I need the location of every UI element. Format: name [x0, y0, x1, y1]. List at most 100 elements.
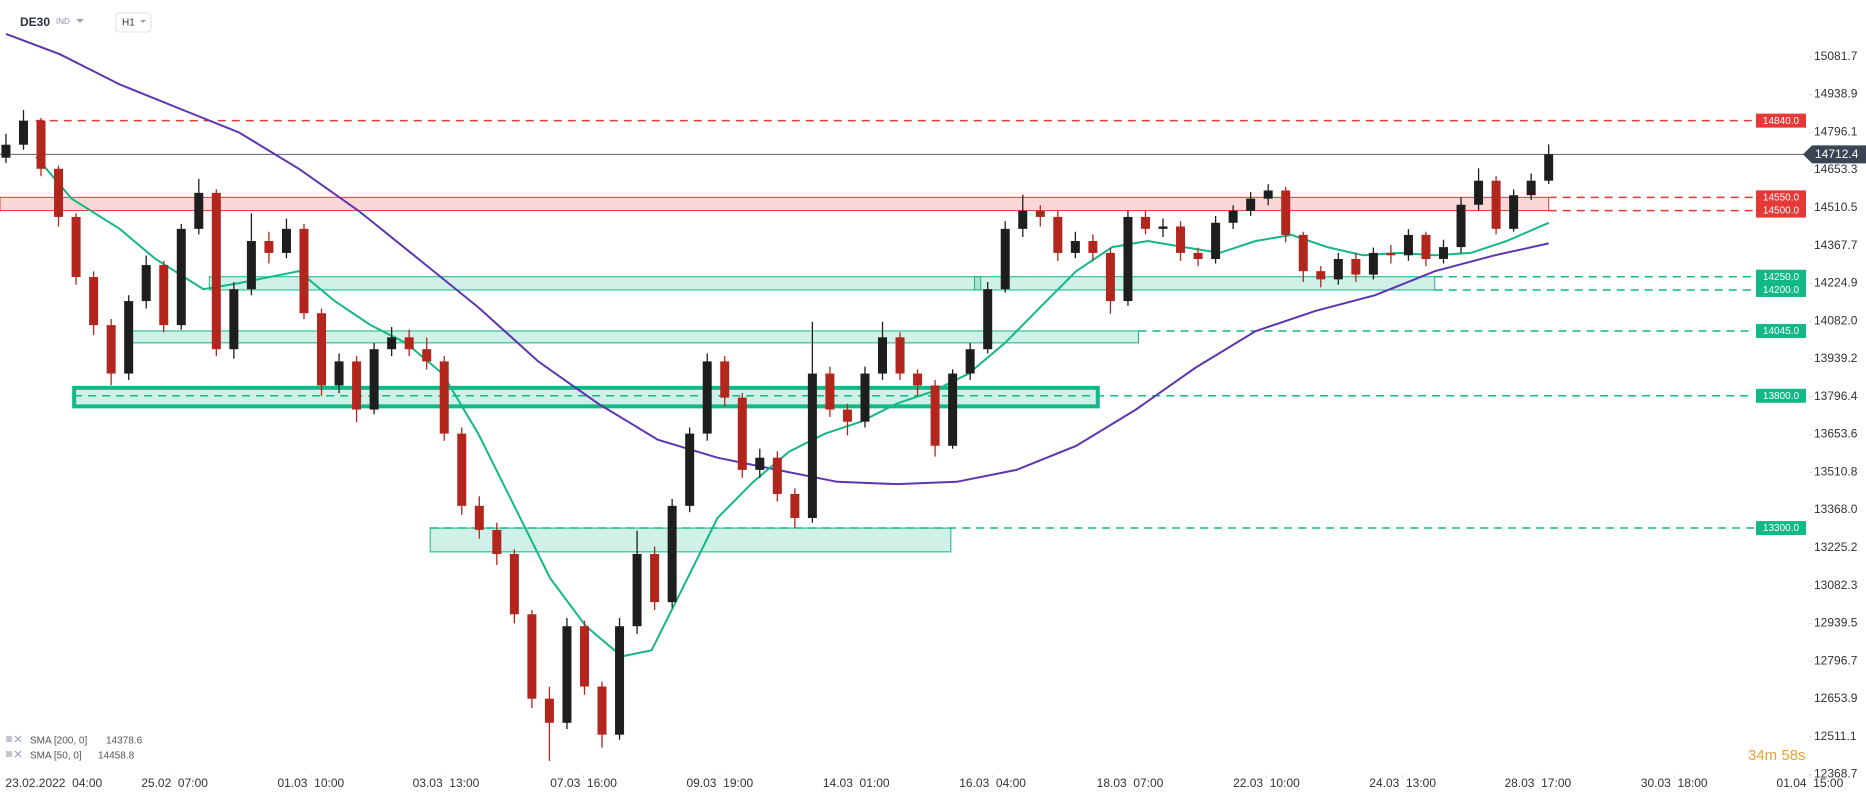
candle-body [1439, 247, 1449, 260]
y-tick-label: 12653.9 [1814, 691, 1858, 705]
levels: 14840.0 14550.0 14500.0 14250.0 14200.0 14045… [0, 113, 1866, 536]
candle-body [1211, 222, 1221, 260]
candle-body [983, 289, 993, 350]
legend-close[interactable] [14, 750, 22, 758]
y-tick-label: 13510.8 [1814, 464, 1858, 478]
candle-body [737, 397, 747, 470]
timeframe-caret [140, 20, 146, 23]
candle-body [895, 337, 905, 374]
current-price-label: 14712.4 [1815, 147, 1859, 161]
y-tick-label: 14653.3 [1814, 162, 1858, 176]
level-label: 14200.0 [1763, 285, 1800, 296]
candle-body [948, 373, 958, 446]
candle-body [124, 301, 134, 374]
candle-body [597, 686, 607, 735]
symbol[interactable]: DE30 [20, 15, 50, 29]
y-tick-label: 12939.5 [1814, 616, 1858, 630]
legend-value: 14458.8 [98, 751, 135, 762]
candle-body [352, 361, 362, 410]
axes: 15081.7 14938.9 14796.1 14653.3 14510.5 14367… [5, 49, 1857, 790]
candle-body [720, 361, 730, 398]
symbol-dropdown[interactable] [76, 19, 84, 23]
zone [208, 276, 982, 291]
timeframe[interactable]: H1 [122, 18, 135, 29]
level-label-box [1756, 113, 1806, 128]
legend-close[interactable] [14, 735, 22, 743]
current-price-box [1803, 145, 1866, 164]
legend-icon[interactable] [6, 736, 12, 742]
candle-body [176, 228, 186, 326]
x-tick-label: 01.03 10:00 [277, 776, 344, 790]
x-tick-label: 07.03 16:00 [550, 776, 617, 790]
candle-body [965, 349, 975, 374]
candle-body [1035, 210, 1045, 217]
candle-body [842, 409, 852, 422]
candle-body [1386, 252, 1396, 256]
header: DE30 IND H1 [20, 12, 152, 33]
candle-body [1281, 190, 1291, 235]
candle-body [387, 337, 397, 350]
candle-body [369, 349, 379, 410]
level-label: 14250.0 [1763, 272, 1800, 283]
level-label-box [1756, 323, 1806, 338]
x-tick-label: 01.04 15:00 [1777, 776, 1844, 790]
candle-body [807, 373, 817, 519]
candle-body [1298, 234, 1308, 272]
level-label: 14500.0 [1763, 206, 1800, 217]
level-label-box [1756, 190, 1806, 205]
candle-body [229, 289, 239, 350]
x-tick-label: 09.03 19:00 [686, 776, 753, 790]
candle-body [1, 144, 11, 158]
y-tick-label: 14224.9 [1814, 276, 1858, 290]
candle-body [702, 361, 712, 434]
sma-line [5, 32, 1549, 486]
candle-body [1105, 252, 1115, 302]
candle-body [71, 216, 81, 277]
legend-icon[interactable] [6, 751, 12, 757]
candle-body [1403, 234, 1413, 256]
y-tick-label: 12368.7 [1814, 767, 1858, 781]
candle-body [89, 276, 99, 326]
candle-body [509, 553, 519, 615]
x-tick-label: 14.03 01:00 [823, 776, 890, 790]
candle-body [36, 120, 46, 169]
candle-body [281, 228, 291, 253]
x-tick-label: 24.03 13:00 [1369, 776, 1436, 790]
candle-body [1088, 241, 1098, 253]
zone [0, 196, 1550, 212]
y-tick-label: 13082.3 [1814, 578, 1858, 592]
y-tick-label: 12796.7 [1814, 653, 1858, 667]
y-tick-label: 13653.6 [1814, 427, 1858, 441]
x-tick-label: 18.03 07:00 [1097, 776, 1164, 790]
candle-body [562, 626, 572, 723]
candle-body [1263, 190, 1273, 199]
candle-body [632, 553, 642, 627]
candle-body [1509, 195, 1519, 229]
level-label: 13300.0 [1763, 523, 1800, 534]
candle-body [404, 337, 414, 350]
candle-body [685, 433, 695, 506]
legend-name: SMA [50, 0] [30, 751, 82, 762]
x-tick-label: 25.02 07:00 [141, 776, 208, 790]
candle-body [1474, 180, 1484, 205]
candle-body [1333, 259, 1343, 280]
candle-body [1368, 252, 1378, 275]
candle-body [492, 529, 502, 554]
y-tick-label: 14510.5 [1814, 200, 1858, 214]
y-tick-label: 13225.2 [1814, 540, 1858, 554]
symbol-tag: IND [56, 17, 70, 26]
candle-body [755, 457, 765, 470]
candle-body [141, 265, 151, 302]
y-tick-label: 14938.9 [1814, 87, 1858, 101]
timeframe-button[interactable] [115, 12, 152, 33]
candle-body [1228, 210, 1238, 223]
y-tick-label: 13796.4 [1814, 389, 1858, 403]
candle-body [544, 698, 554, 723]
candle-body [825, 373, 835, 410]
level-label-box [1756, 282, 1806, 297]
level-label-box [1756, 269, 1806, 284]
candle-body [159, 265, 169, 326]
y-tick-label: 15081.7 [1814, 49, 1858, 63]
sma-line [35, 155, 1550, 658]
x-tick-label: 30.03 18:00 [1641, 776, 1708, 790]
